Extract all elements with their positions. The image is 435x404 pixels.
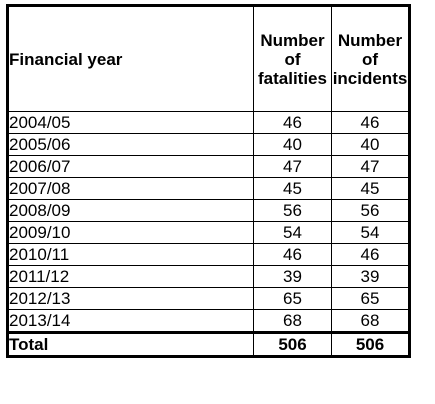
incidents-cell: 39: [331, 265, 410, 288]
year-cell: 2011/12: [7, 265, 254, 288]
header-number-of-fatalities: Number of fatalities: [253, 5, 332, 112]
incidents-cell: 45: [331, 177, 410, 200]
incidents-cell: 47: [331, 155, 410, 178]
incidents-cell: 65: [331, 287, 410, 310]
incidents-cell: 46: [331, 111, 410, 134]
fatalities-cell: 46: [253, 111, 332, 134]
table-row: 2013/14 68 68: [7, 309, 410, 333]
fatalities-cell: 54: [253, 221, 332, 244]
header-number-of-incidents: Number of incidents: [331, 5, 410, 112]
header-incidents-line: of: [361, 49, 379, 69]
table-row: 2011/12 39 39: [7, 265, 410, 288]
total-label: Total: [7, 331, 254, 357]
table-row: 2009/10 54 54: [7, 221, 410, 244]
year-cell: 2009/10: [7, 221, 254, 244]
total-fatalities: 506: [253, 331, 332, 357]
incidents-cell: 68: [331, 309, 410, 333]
year-cell: 2008/09: [7, 199, 254, 222]
header-incidents-line: incidents: [332, 68, 408, 88]
fatalities-cell: 46: [253, 243, 332, 266]
incidents-cell: 54: [331, 221, 410, 244]
header-fatalities-line: fatalities: [258, 68, 327, 88]
year-cell: 2012/13: [7, 287, 254, 310]
incidents-cell: 56: [331, 199, 410, 222]
table-row: 2005/06 40 40: [7, 133, 410, 156]
header-incidents-line: Number: [337, 30, 403, 50]
table-row: 2006/07 47 47: [7, 155, 410, 178]
incidents-cell: 46: [331, 243, 410, 266]
fatalities-cell: 45: [253, 177, 332, 200]
year-cell: 2006/07: [7, 155, 254, 178]
total-incidents: 506: [331, 331, 410, 357]
fatalities-cell: 40: [253, 133, 332, 156]
fatalities-cell: 56: [253, 199, 332, 222]
incidents-cell: 40: [331, 133, 410, 156]
total-row: Total 506 506: [7, 331, 410, 357]
table-row: 2008/09 56 56: [7, 199, 410, 222]
table-row: 2010/11 46 46: [7, 243, 410, 266]
table-row: 2007/08 45 45: [7, 177, 410, 200]
fatalities-cell: 39: [253, 265, 332, 288]
fatalities-cell: 65: [253, 287, 332, 310]
fatalities-cell: 68: [253, 309, 332, 333]
fatalities-table: Financial year Number of fatalities Numb…: [6, 4, 411, 358]
table-row: 2004/05 46 46: [7, 111, 410, 134]
year-cell: 2010/11: [7, 243, 254, 266]
year-cell: 2007/08: [7, 177, 254, 200]
year-cell: 2013/14: [7, 309, 254, 333]
table-row: 2012/13 65 65: [7, 287, 410, 310]
fatalities-cell: 47: [253, 155, 332, 178]
year-cell: 2004/05: [7, 111, 254, 134]
header-fatalities-line: Number: [260, 30, 325, 50]
header-financial-year: Financial year: [7, 5, 254, 112]
header-fatalities-line: of: [284, 49, 301, 69]
year-cell: 2005/06: [7, 133, 254, 156]
header-row: Financial year Number of fatalities Numb…: [7, 5, 410, 112]
